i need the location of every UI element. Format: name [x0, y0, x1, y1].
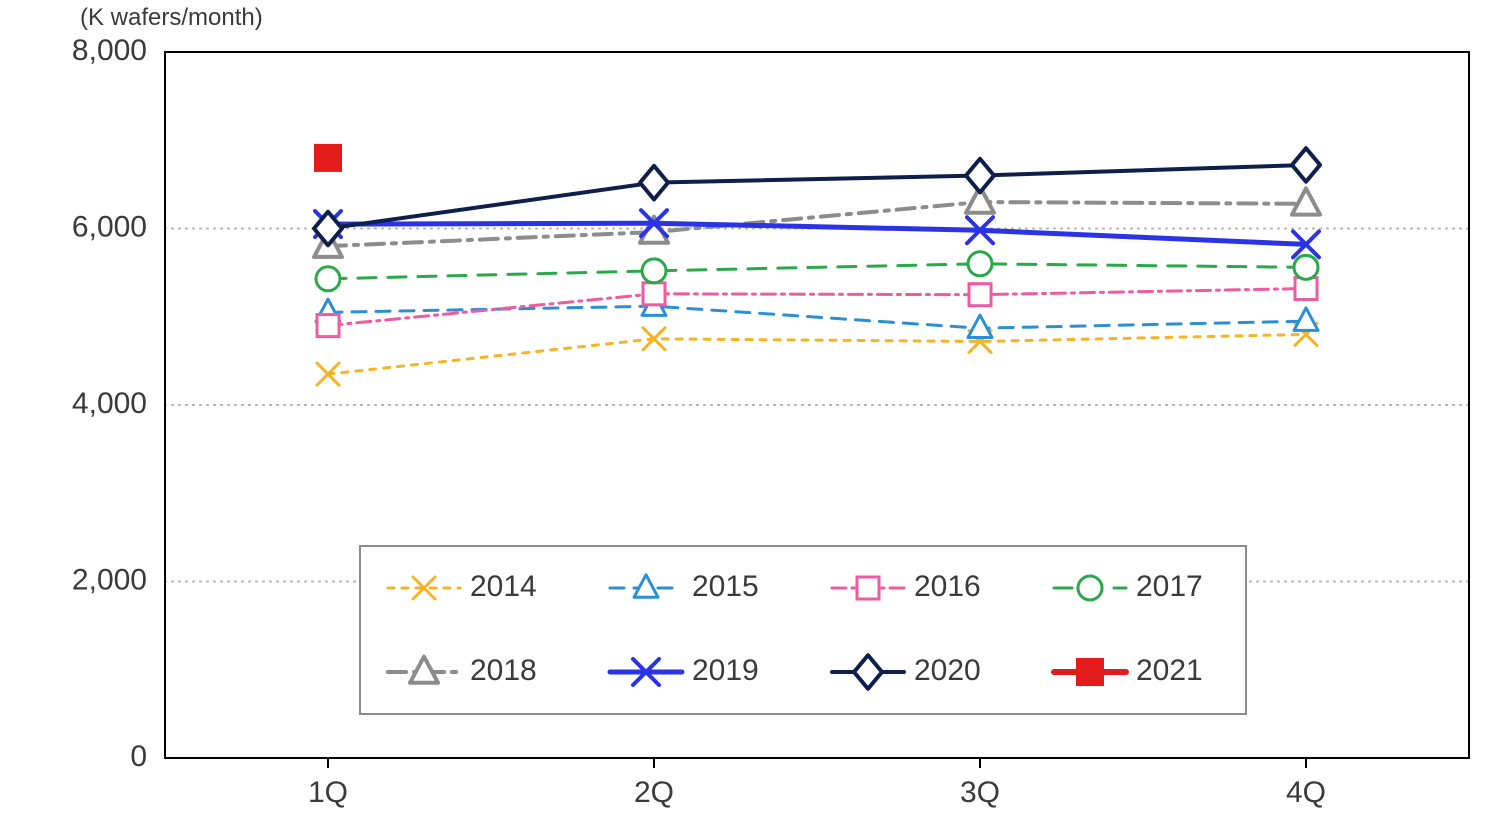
y-axis-unit-label: (K wafers/month) [80, 4, 263, 31]
legend-label: 2021 [1136, 654, 1203, 687]
x-tick-label: 2Q [634, 776, 674, 809]
chart-svg: 0 2,000 4,000 6,000 8,000 1Q 2Q 3Q 4Q (K wafers/m… [0, 0, 1490, 814]
wafer-chart: 0 2,000 4,000 6,000 8,000 1Q 2Q 3Q 4Q (K wafers/m… [0, 0, 1490, 814]
legend-label: 2018 [470, 654, 537, 687]
x-tick-label: 4Q [1286, 776, 1326, 809]
x-tick-label: 1Q [308, 776, 348, 809]
legend-label: 2015 [692, 570, 759, 603]
legend-label: 2017 [1136, 570, 1203, 603]
x-tick-label: 3Q [960, 776, 1000, 809]
legend-label: 2016 [914, 570, 981, 603]
y-tick-label: 0 [130, 740, 147, 773]
series-2021 [314, 144, 342, 172]
legend-label: 2020 [914, 654, 981, 687]
legend-label: 2019 [692, 654, 759, 687]
y-tick-label: 2,000 [72, 563, 147, 596]
y-tick-label: 8,000 [72, 34, 147, 67]
y-tick-label: 4,000 [72, 387, 147, 420]
y-tick-label: 6,000 [72, 210, 147, 243]
legend-label: 2014 [470, 570, 537, 603]
